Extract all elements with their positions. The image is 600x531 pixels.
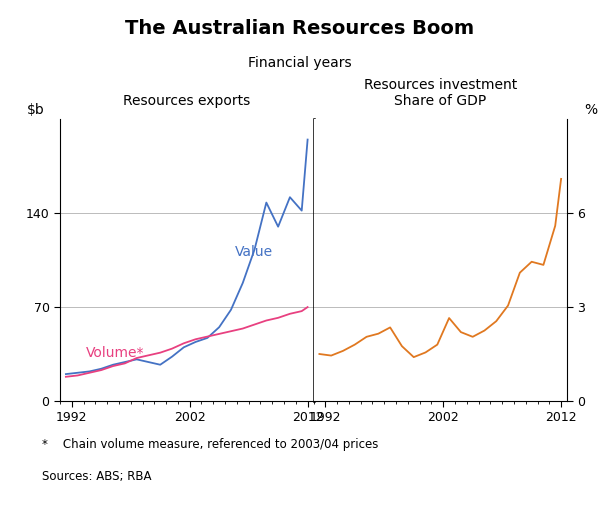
Text: *    Chain volume measure, referenced to 2003/04 prices: * Chain volume measure, referenced to 20… [42,438,379,451]
Text: Sources: ABS; RBA: Sources: ABS; RBA [42,470,151,483]
Text: Financial years: Financial years [248,56,352,70]
Text: %: % [584,102,598,117]
Text: $b: $b [27,102,45,117]
Text: The Australian Resources Boom: The Australian Resources Boom [125,19,475,38]
Text: Volume*: Volume* [86,346,145,359]
Text: Resources investment
Share of GDP: Resources investment Share of GDP [364,78,517,108]
Text: Resources exports: Resources exports [123,94,250,108]
Text: Value: Value [235,245,272,259]
